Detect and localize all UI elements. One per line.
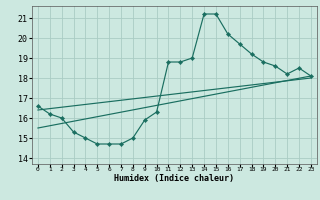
X-axis label: Humidex (Indice chaleur): Humidex (Indice chaleur) (115, 174, 234, 183)
